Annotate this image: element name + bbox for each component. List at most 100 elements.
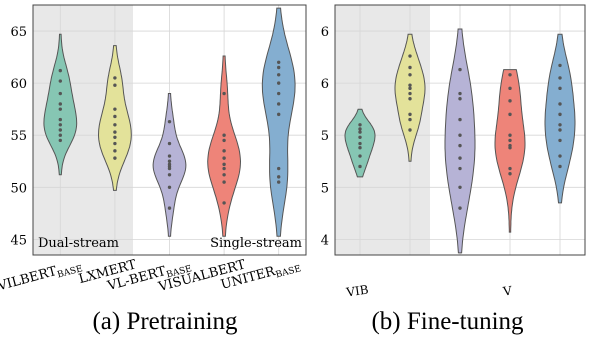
violin-5 xyxy=(261,7,296,237)
y-tick-label: 5 xyxy=(321,181,329,196)
plot-frame xyxy=(334,4,586,256)
data-point xyxy=(408,128,412,132)
data-point xyxy=(508,166,512,171)
data-point xyxy=(558,138,562,143)
data-point xyxy=(358,141,362,146)
data-point xyxy=(358,123,362,127)
data-point xyxy=(458,156,462,160)
y-tick-label: 55 xyxy=(10,129,27,144)
data-point xyxy=(277,175,281,179)
data-point xyxy=(358,146,362,150)
data-point xyxy=(458,185,462,189)
data-point xyxy=(58,138,62,143)
data-point xyxy=(558,76,562,80)
violin-4 xyxy=(207,55,242,237)
data-point xyxy=(458,117,462,122)
data-point xyxy=(558,128,562,132)
data-point xyxy=(277,102,281,106)
caption-pretraining: (a) Pretraining xyxy=(92,308,238,335)
group-label-dual: Dual-stream xyxy=(38,236,119,251)
data-point xyxy=(408,83,412,87)
data-point xyxy=(222,180,226,184)
y-tick-label: 6 xyxy=(321,77,329,92)
y-tick-label: 50 xyxy=(10,181,27,196)
y-tick-label: 6 xyxy=(321,25,329,40)
data-point xyxy=(558,112,562,117)
data-point xyxy=(508,172,512,176)
data-point xyxy=(358,154,362,158)
x-tick-label: VIB xyxy=(344,283,369,300)
violin-4 xyxy=(494,69,526,233)
data-point xyxy=(408,91,412,96)
data-point xyxy=(58,91,62,96)
group-label-single: Single-stream xyxy=(210,236,302,251)
data-point xyxy=(58,68,62,73)
data-point xyxy=(408,65,412,70)
data-point xyxy=(408,73,412,77)
data-point xyxy=(167,185,172,189)
data-point xyxy=(277,180,281,184)
data-point xyxy=(113,83,117,87)
data-point xyxy=(222,162,226,167)
data-point xyxy=(58,123,62,127)
data-point xyxy=(167,119,172,124)
data-point xyxy=(508,138,512,143)
data-point xyxy=(277,65,281,70)
data-point xyxy=(113,123,117,127)
data-point xyxy=(167,206,172,210)
data-point xyxy=(408,112,412,117)
data-point xyxy=(508,86,512,91)
data-point xyxy=(358,135,362,139)
data-point xyxy=(458,91,462,96)
violin-5 xyxy=(544,33,576,204)
data-point xyxy=(222,91,226,96)
data-point xyxy=(508,73,512,77)
caption-finetuning: (b) Fine-tuning xyxy=(371,308,524,335)
data-point xyxy=(358,127,362,131)
x-tick-label: VILBERTBASE xyxy=(0,257,84,296)
x-tick-label: V xyxy=(501,283,513,298)
y-tick-label: 60 xyxy=(10,77,27,92)
data-point xyxy=(58,128,62,132)
data-point xyxy=(408,97,412,101)
data-point xyxy=(113,76,117,80)
data-point xyxy=(458,166,462,171)
data-point xyxy=(358,130,362,134)
data-point xyxy=(113,141,117,146)
panel-finetuning: 4 5 5 6 6 VIB V xyxy=(321,4,586,300)
data-point xyxy=(58,117,62,122)
data-point xyxy=(558,164,562,169)
data-point xyxy=(558,63,562,68)
data-point xyxy=(222,173,226,177)
data-point xyxy=(58,102,62,106)
data-point xyxy=(222,166,226,171)
data-point xyxy=(113,156,117,160)
data-point xyxy=(277,112,281,117)
data-point xyxy=(458,97,462,101)
data-point xyxy=(222,156,226,160)
plot-frame xyxy=(32,4,307,256)
data-point xyxy=(113,130,117,134)
violin-3 xyxy=(444,28,476,254)
data-point xyxy=(508,99,512,103)
y-tick-label: 45 xyxy=(10,233,27,248)
data-point xyxy=(358,164,362,169)
data-point xyxy=(167,173,172,177)
data-point xyxy=(277,60,281,64)
data-point xyxy=(277,81,281,85)
data-point xyxy=(58,107,62,111)
data-point xyxy=(558,154,562,158)
data-point xyxy=(277,91,281,96)
data-point xyxy=(113,114,117,119)
data-point xyxy=(167,141,172,146)
data-point xyxy=(458,206,462,210)
y-tick-label: 4 xyxy=(321,233,329,248)
data-point xyxy=(222,201,226,205)
data-point xyxy=(167,159,172,163)
data-point xyxy=(458,143,462,148)
data-point xyxy=(113,149,117,153)
data-point xyxy=(222,138,226,143)
data-point xyxy=(58,79,62,83)
data-point xyxy=(558,102,562,106)
